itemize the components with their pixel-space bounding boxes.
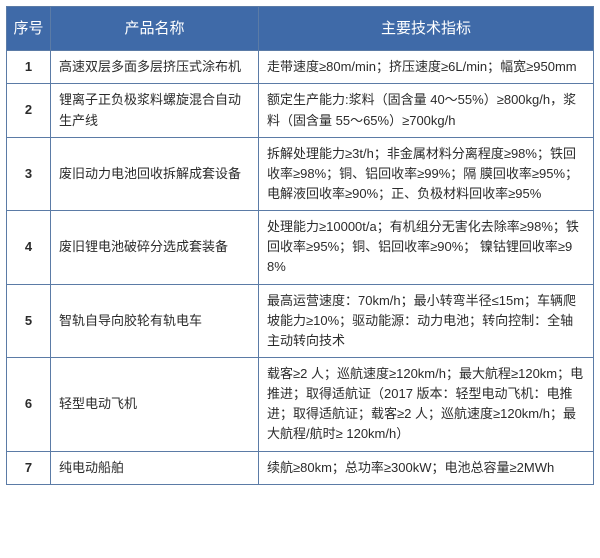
header-spec: 主要技术指标 bbox=[259, 7, 594, 51]
table-row: 7纯电动船舶续航≥80km；总功率≥300kW；电池总容量≥2MWh bbox=[7, 451, 594, 484]
table-body: 1高速双层多面多层挤压式涂布机走带速度≥80m/min；挤压速度≥6L/min；… bbox=[7, 51, 594, 484]
table-row: 3废旧动力电池回收拆解成套设备拆解处理能力≥3t/h；非金属材料分离程度≥98%… bbox=[7, 137, 594, 210]
cell-name: 锂离子正负极浆料螺旋混合自动生产线 bbox=[51, 84, 259, 137]
cell-name: 高速双层多面多层挤压式涂布机 bbox=[51, 51, 259, 84]
cell-index: 7 bbox=[7, 451, 51, 484]
cell-name: 废旧动力电池回收拆解成套设备 bbox=[51, 137, 259, 210]
cell-spec: 最高运营速度：70km/h；最小转弯半径≤15m；车辆爬坡能力≥10%；驱动能源… bbox=[259, 284, 594, 357]
header-name: 产品名称 bbox=[51, 7, 259, 51]
cell-index: 1 bbox=[7, 51, 51, 84]
table-row: 5智轨自导向胶轮有轨电车最高运营速度：70km/h；最小转弯半径≤15m；车辆爬… bbox=[7, 284, 594, 357]
cell-index: 4 bbox=[7, 211, 51, 284]
cell-name: 智轨自导向胶轮有轨电车 bbox=[51, 284, 259, 357]
cell-spec: 额定生产能力:浆料（固含量 40～55%）≥800kg/h，浆料（固含量 55～… bbox=[259, 84, 594, 137]
spec-table: 序号 产品名称 主要技术指标 1高速双层多面多层挤压式涂布机走带速度≥80m/m… bbox=[6, 6, 594, 485]
cell-index: 3 bbox=[7, 137, 51, 210]
table-row: 4废旧锂电池破碎分选成套装备处理能力≥10000t/a；有机组分无害化去除率≥9… bbox=[7, 211, 594, 284]
cell-index: 5 bbox=[7, 284, 51, 357]
cell-spec: 拆解处理能力≥3t/h；非金属材料分离程度≥98%；铁回收率≥98%；铜、铝回收… bbox=[259, 137, 594, 210]
cell-index: 2 bbox=[7, 84, 51, 137]
cell-spec: 载客≥2 人；巡航速度≥120km/h；最大航程≥120km；电推进；取得适航证… bbox=[259, 357, 594, 451]
table-row: 6轻型电动飞机载客≥2 人；巡航速度≥120km/h；最大航程≥120km；电推… bbox=[7, 357, 594, 451]
cell-name: 废旧锂电池破碎分选成套装备 bbox=[51, 211, 259, 284]
cell-spec: 续航≥80km；总功率≥300kW；电池总容量≥2MWh bbox=[259, 451, 594, 484]
cell-spec: 走带速度≥80m/min；挤压速度≥6L/min；幅宽≥950mm bbox=[259, 51, 594, 84]
cell-spec: 处理能力≥10000t/a；有机组分无害化去除率≥98%；铁回收率≥95%；铜、… bbox=[259, 211, 594, 284]
header-row: 序号 产品名称 主要技术指标 bbox=[7, 7, 594, 51]
table-row: 2锂离子正负极浆料螺旋混合自动生产线额定生产能力:浆料（固含量 40～55%）≥… bbox=[7, 84, 594, 137]
cell-name: 纯电动船舶 bbox=[51, 451, 259, 484]
cell-name: 轻型电动飞机 bbox=[51, 357, 259, 451]
cell-index: 6 bbox=[7, 357, 51, 451]
header-index: 序号 bbox=[7, 7, 51, 51]
table-row: 1高速双层多面多层挤压式涂布机走带速度≥80m/min；挤压速度≥6L/min；… bbox=[7, 51, 594, 84]
